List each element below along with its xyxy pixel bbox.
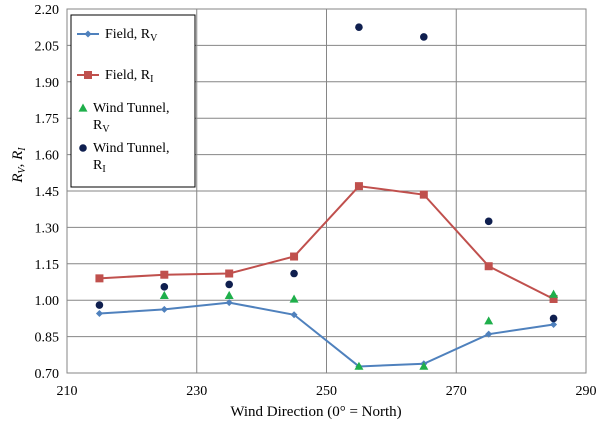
legend-item: Wind Tunnel, RV [78,101,169,135]
y-tick-label: 1.90 [35,76,60,91]
legend-label: Wind Tunnel, [93,141,169,156]
data-point [225,280,233,289]
y-tick-label: 1.30 [35,221,60,236]
y-label-rv-sub: V [17,165,28,173]
data-point [549,314,558,323]
data-point [290,252,299,261]
data-point [484,316,494,325]
data-point [355,23,363,32]
y-tick-label: 2.20 [35,3,60,18]
legend-label: Wind Tunnel, [93,101,169,116]
y-label-ri: R [10,151,26,161]
x-tick-label: 270 [446,384,467,399]
legend-item: Wind Tunnel, RI [79,141,169,175]
series-layer [95,23,559,370]
legend-label: Field, RI [105,68,153,85]
legend-label: Field, RV [105,27,158,44]
x-tick-label: 290 [576,384,597,399]
x-tick-label: 250 [316,384,337,399]
data-point [95,310,103,318]
series-0 [95,299,558,370]
series-line [99,185,555,300]
series-line [99,301,554,368]
data-point [225,299,233,307]
data-point [550,320,558,328]
data-point [419,361,429,370]
legend-item: Field, RV [77,27,158,44]
y-tick-label: 1.15 [35,258,60,273]
y-tick-label: 0.70 [35,367,60,382]
legend-label: RI [93,158,106,175]
data-point [95,274,104,283]
legend-marker [78,103,88,112]
data-point [485,330,493,338]
x-tick-label: 230 [186,384,207,399]
data-point [354,182,363,191]
data-point [95,301,104,309]
y-tick-label: 2.05 [35,39,60,54]
y-tick-label: 1.45 [35,185,60,200]
series-2 [159,289,559,370]
y-label-ri-sub: I [17,147,28,152]
series-3 [95,23,558,323]
series-1 [95,182,558,303]
data-point [289,294,299,303]
data-point [224,290,234,299]
y-tick-label: 0.85 [35,331,60,346]
legend-marker [84,71,92,79]
x-axis-label: Wind Direction (0° = North) [230,404,401,420]
legend-item: Field, RI [77,68,153,85]
legend-box [70,14,196,188]
x-tick-label: 210 [57,384,78,399]
data-point [160,270,169,279]
y-tick-label: 1.60 [35,149,60,164]
y-tick-label: 1.75 [35,112,60,127]
data-point [290,311,298,319]
data-point [549,294,558,303]
data-point [549,289,559,298]
data-point [484,262,493,271]
data-point [290,269,298,278]
data-point [420,33,428,41]
y-tick-label: 1.00 [35,294,60,309]
data-point [160,283,169,291]
legend-marker [84,30,92,38]
y-label-sep: , [10,160,26,168]
legend-marker [79,144,87,152]
legend-label: RV [93,118,110,135]
y-axis-label: RV, RI [10,147,28,184]
data-point [484,217,493,226]
data-point [354,361,364,370]
data-point [159,290,169,299]
y-label-rv: R [10,173,26,183]
data-point [160,305,168,313]
data-point [419,190,428,199]
tick-labels: 0.70 0.85 1.00 1.15 1.30 1.45 1.60 1.75 1.90 2.05… [35,3,597,399]
data-point [225,269,234,278]
plot-area [66,8,587,374]
